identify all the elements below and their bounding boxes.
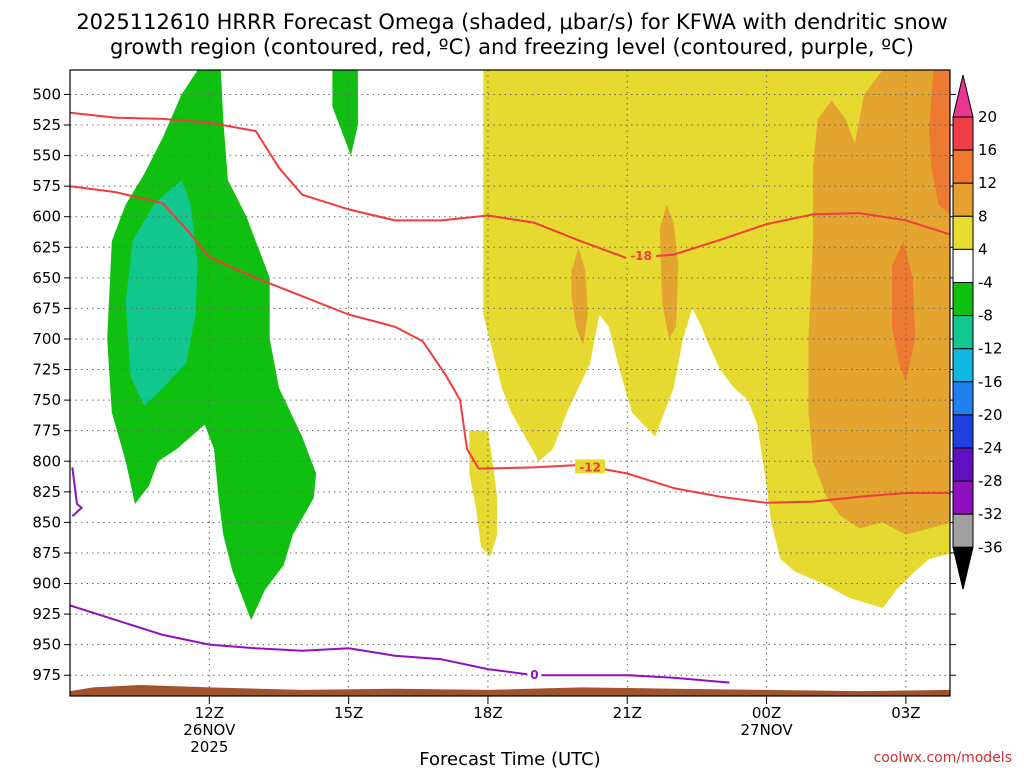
y-tick-label: 825 [32,483,61,501]
colorbar-bottom-arrow [952,546,974,590]
colorbar-label: -24 [978,439,1003,457]
x-tick-year: 2025 [190,738,228,756]
x-tick-label: 00Z [752,704,781,722]
y-tick-label: 675 [32,299,61,317]
colorbar-label: 16 [978,141,997,159]
colorbar-swatch [952,215,974,250]
chart-title-line2: growth region (contoured, red, ºC) and f… [110,35,914,59]
colorbar-label: 12 [978,174,997,192]
y-tick-label: 775 [32,422,61,440]
x-tick-label: 21Z [613,704,642,722]
colorbar-label: -8 [978,307,993,325]
x-tick-label: 15Z [334,704,363,722]
colorbar-swatch [952,513,974,548]
colorbar-swatch [952,381,974,416]
y-tick-label: 925 [32,605,61,623]
colorbar-swatch [952,248,974,283]
y-tick-label: 500 [32,85,61,103]
omega-region-lightorange-2 [659,204,679,339]
colorbar-top-arrow [952,74,974,118]
omega-region-orange-1 [929,70,950,215]
colorbar-swatch [952,282,974,317]
colorbar: 20 16 12 8 4 -4 -8 -12 -16 -20 -24 -28 -32 -36 [952,74,1003,590]
omega-shading [107,70,950,621]
y-tick-label: 900 [32,575,61,593]
y-tick-label: 975 [32,666,61,684]
dgz-contour-label: -18 [630,249,652,263]
colorbar-swatch [952,116,974,151]
colorbar-label: -20 [978,406,1003,424]
freezing-label-bg [527,667,542,682]
contour-label-bg [575,459,606,474]
colorbar-swatch [952,447,974,482]
y-tick-label: 600 [32,208,61,226]
y-tick-label: 950 [32,636,61,654]
plot-frame [69,69,951,697]
colorbar-swatch [952,315,974,350]
dgz-contour-label: -12 [579,460,601,474]
omega-region-lightorange-1 [571,247,588,346]
plot-area: -18 -12 0 [70,70,950,696]
y-tick-label: 725 [32,361,61,379]
y-tick-label: 525 [32,116,61,134]
omega-region-green-upper [332,70,358,156]
contour-lines: -18 -12 0 [70,111,950,684]
contour-label-bg [626,247,657,262]
y-tick-label: 650 [32,269,61,287]
colorbar-label: -28 [978,472,1003,490]
chart-title-line1: 2025112610 HRRR Forecast Omega (shaded, … [76,10,947,34]
colorbar-swatch [952,149,974,184]
credit-text: coolwx.com/models [874,750,1012,766]
omega-region-yellow-low [469,430,498,557]
y-tick-label: 550 [32,147,61,165]
dgz-contour-line [70,111,950,260]
grid-lines [70,70,950,696]
colorbar-label: -12 [978,340,1003,358]
y-tick-label: 800 [32,452,61,470]
colorbar-label: -16 [978,373,1003,391]
colorbar-label: -36 [978,538,1003,556]
colorbar-label: 20 [978,108,997,126]
x-axis-label: Forecast Time (UTC) [419,749,600,768]
terrain-fill [70,685,950,696]
y-tick-label: 625 [32,238,61,256]
x-tick-date: 27NOV [741,721,794,739]
freezing-level-label: 0 [530,668,538,682]
freezing-level-line [70,604,730,684]
colorbar-swatch [952,414,974,449]
colorbar-swatch [952,480,974,515]
y-axis: 500 525 550 575 600 625 650 675 700 725 750 775 800 8… [32,85,956,684]
colorbar-label: -4 [978,274,993,292]
omega-region-orange-2 [892,241,916,382]
dgz-contour-line [70,185,950,504]
terrain-layer [70,685,950,696]
x-tick-label: 18Z [473,704,502,722]
x-tick-label: 03Z [891,704,920,722]
y-tick-label: 575 [32,177,61,195]
colorbar-label: 8 [978,207,988,225]
x-tick-label: 12Z [195,704,224,722]
colorbar-label: 4 [978,240,988,258]
colorbar-swatch [952,348,974,383]
y-tick-label: 875 [32,544,61,562]
x-tick-date: 26NOV [183,721,236,739]
y-tick-label: 750 [32,391,61,409]
colorbar-label: -32 [978,505,1003,523]
y-tick-label: 850 [32,513,61,531]
freezing-level-line-left [71,467,84,518]
colorbar-swatch [952,182,974,217]
y-tick-label: 700 [32,330,61,348]
omega-region-lightorange-3 [808,70,950,535]
omega-region-teal-core [125,180,198,407]
